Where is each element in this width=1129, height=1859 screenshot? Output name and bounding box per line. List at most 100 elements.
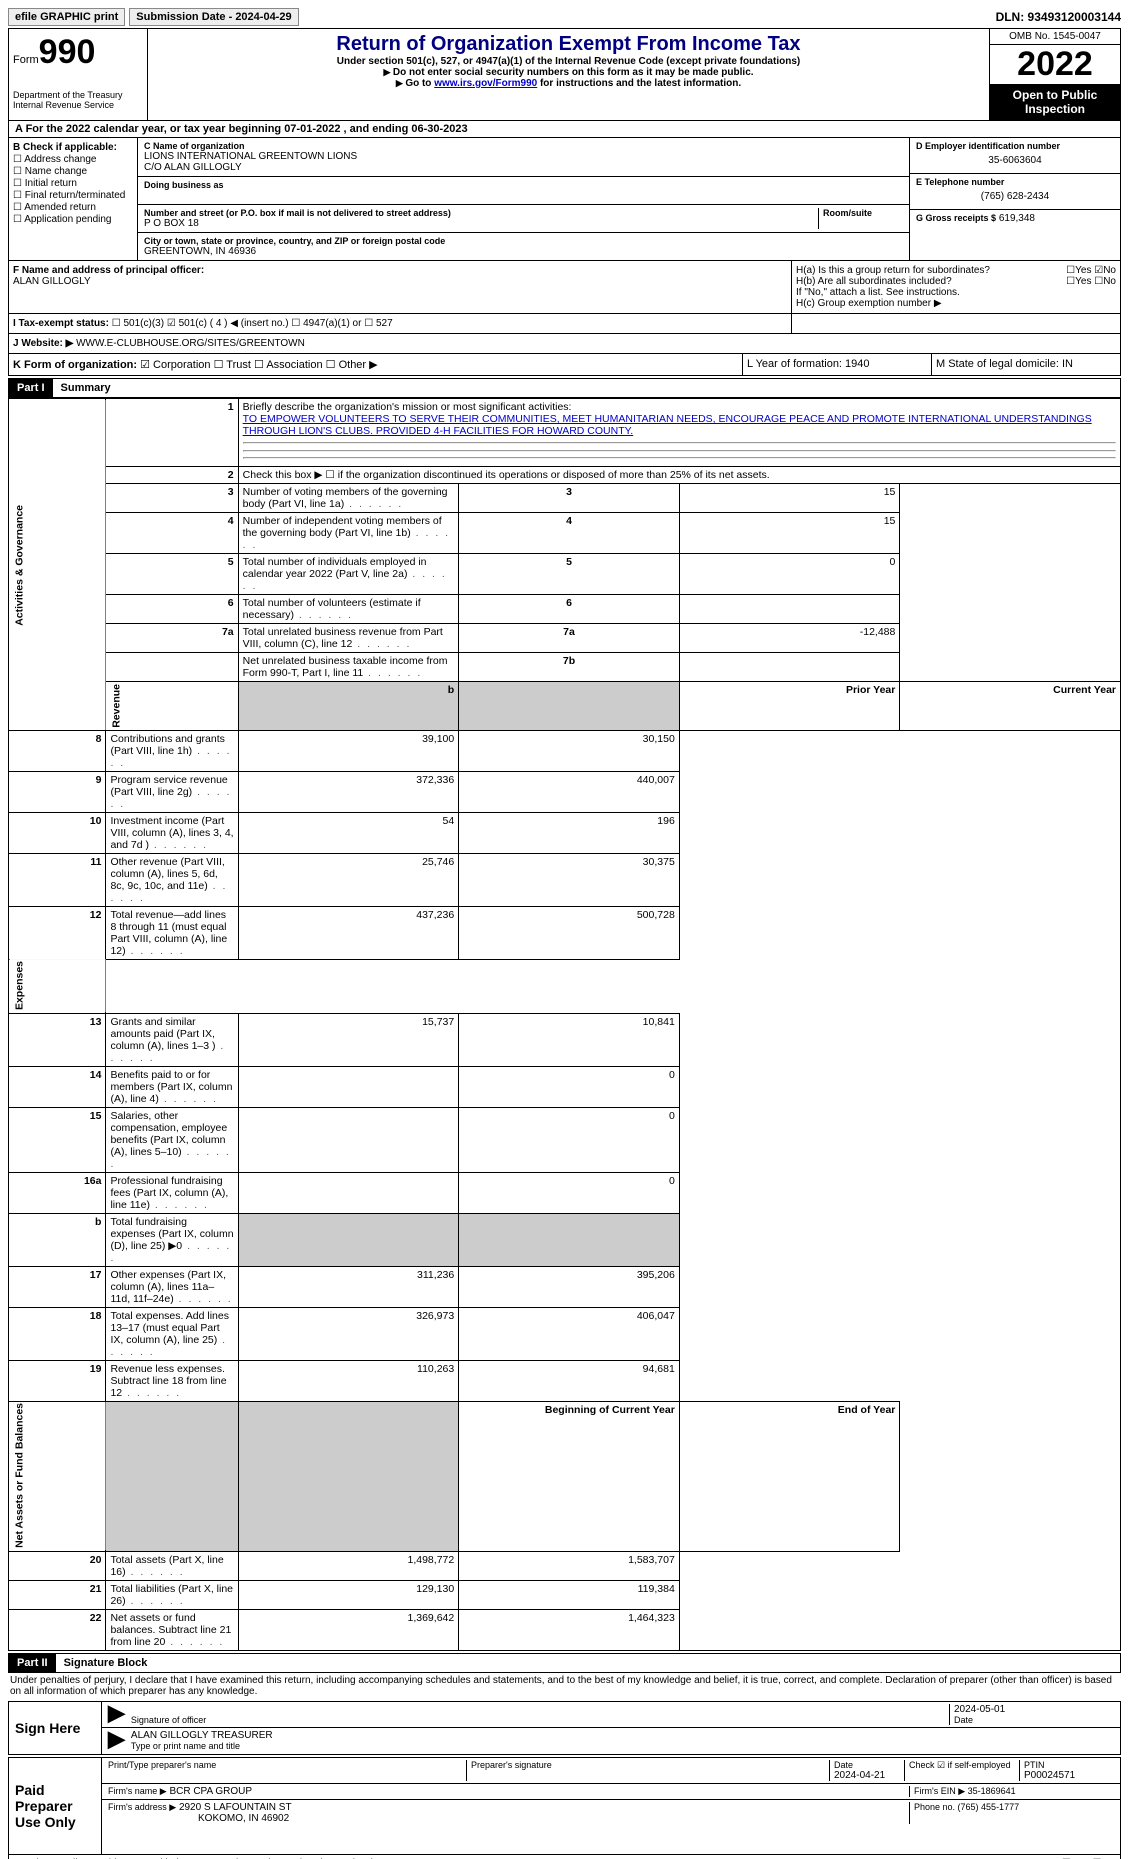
row-j: J Website: ▶ WWW.E-CLUBHOUSE.ORG/SITES/G… — [9, 334, 1120, 353]
opt-501c[interactable]: 501(c) ( 4 ) ◀ (insert no.) — [179, 318, 289, 329]
officer-name: ALAN GILLOGLY — [13, 276, 91, 287]
submission-date-button[interactable]: Submission Date - 2024-04-29 — [129, 8, 298, 26]
opt-4947[interactable]: 4947(a)(1) or — [303, 318, 361, 329]
part-1-bar: Part I Summary — [8, 378, 1121, 398]
ein-label: D Employer identification number — [916, 141, 1114, 151]
form-title: Return of Organization Exempt From Incom… — [152, 33, 985, 56]
line-11: 11Other revenue (Part VIII, column (A), … — [9, 853, 1121, 906]
line-7b: Net unrelated business taxable income fr… — [9, 653, 1121, 682]
firm-name: BCR CPA GROUP — [169, 1786, 252, 1797]
open-to-public: Open to Public Inspection — [990, 84, 1120, 120]
header-right-cell: OMB No. 1545-0047 2022 Open to Public In… — [989, 29, 1120, 120]
line-9: 9Program service revenue (Part VIII, lin… — [9, 771, 1121, 812]
website-label: J Website: ▶ — [13, 338, 73, 349]
perjury-statement: Under penalties of perjury, I declare th… — [8, 1673, 1121, 1699]
row-f: F Name and address of principal officer:… — [9, 261, 792, 313]
sign-arrow-icon-2: ▶ — [108, 1730, 131, 1751]
summary-table: Activities & Governance 1 Briefly descri… — [8, 398, 1121, 1651]
row-i: I Tax-exempt status: ☐ 501(c)(3) ☑ 501(c… — [9, 314, 792, 333]
telephone-value: (765) 628-2434 — [916, 187, 1114, 206]
hb-no[interactable]: No — [1103, 276, 1116, 287]
tax-year: 2022 — [990, 45, 1120, 84]
line-10: 10Investment income (Part VIII, column (… — [9, 812, 1121, 853]
opt-501c3[interactable]: 501(c)(3) — [123, 318, 164, 329]
room-label: Room/suite — [823, 208, 903, 218]
name-label: C Name of organization — [144, 141, 903, 151]
opt-association[interactable]: Association — [266, 359, 322, 371]
line-22: 22Net assets or fund balances. Subtract … — [9, 1609, 1121, 1650]
check-self-employed[interactable]: Check ☑ if self-employed — [904, 1760, 1019, 1781]
line-21: 21Total liabilities (Part X, line 26)129… — [9, 1580, 1121, 1609]
firm-phone: Phone no. (765) 455-1777 — [909, 1802, 1114, 1824]
officer-label: F Name and address of principal officer: — [13, 265, 204, 276]
check-application-pending[interactable]: Application pending — [13, 214, 133, 225]
subtitle-2: Do not enter social security numbers on … — [152, 67, 985, 78]
check-final-return[interactable]: Final return/terminated — [13, 190, 133, 201]
sign-here-section: Sign Here ▶ Signature of officer 2024-05… — [8, 1701, 1121, 1755]
dept-label: Department of the Treasury Internal Reve… — [13, 90, 143, 110]
firm-name-label: Firm's name ▶ — [108, 1786, 167, 1796]
line-b: bTotal fundraising expenses (Part IX, co… — [9, 1213, 1121, 1266]
line-5: 5Total number of individuals employed in… — [9, 554, 1121, 595]
check-address-change[interactable]: Address change — [13, 154, 133, 165]
ha-no[interactable]: No — [1103, 265, 1116, 276]
opt-527[interactable]: 527 — [376, 318, 393, 329]
hb-note: If "No," attach a list. See instructions… — [796, 287, 1116, 298]
check-initial-return[interactable]: Initial return — [13, 178, 133, 189]
check-amended[interactable]: Amended return — [13, 202, 133, 213]
care-of: C/O ALAN GILLOGLY — [144, 162, 903, 173]
line-6: 6Total number of volunteers (estimate if… — [9, 595, 1121, 624]
ptin-value: P00024571 — [1024, 1770, 1114, 1781]
line-7a: 7aTotal unrelated business revenue from … — [9, 624, 1121, 653]
date-label: Date — [954, 1715, 1114, 1725]
begin-year-header: Beginning of Current Year — [459, 1401, 680, 1551]
goto-suffix: for instructions and the latest informat… — [537, 78, 741, 89]
prep-date-label: Date — [834, 1760, 904, 1770]
tax-status-label: I Tax-exempt status: — [13, 318, 109, 329]
q1-label: Briefly describe the organization's miss… — [243, 401, 572, 413]
opt-trust[interactable]: Trust — [226, 359, 251, 371]
line-13: 13Grants and similar amounts paid (Part … — [9, 1013, 1121, 1066]
line-3: 3Number of voting members of the governi… — [9, 484, 1121, 513]
typed-label: Type or print name and title — [131, 1741, 1114, 1751]
website-value: WWW.E-CLUBHOUSE.ORG/SITES/GREENTOWN — [76, 338, 305, 349]
opt-other[interactable]: Other ▶ — [339, 359, 378, 371]
form-org-label: K Form of organization: — [13, 359, 137, 371]
form-number: 990 — [39, 33, 96, 71]
hc-label: H(c) Group exemption number ▶ — [796, 298, 1116, 309]
line-16a: 16aProfessional fundraising fees (Part I… — [9, 1172, 1121, 1213]
typed-name: ALAN GILLOGLY TREASURER — [131, 1730, 1114, 1741]
sign-here-label: Sign Here — [9, 1702, 102, 1754]
opt-corporation[interactable]: Corporation — [153, 359, 210, 371]
part-1-header: Part I — [9, 379, 53, 397]
goto-text: Go to — [405, 78, 434, 89]
line-18: 18Total expenses. Add lines 13–17 (must … — [9, 1307, 1121, 1360]
row-k: K Form of organization: ☑ Corporation ☐ … — [9, 354, 742, 375]
city-state-zip: GREENTOWN, IN 46936 — [144, 246, 903, 257]
gross-value: 619,348 — [999, 213, 1035, 224]
firm-addr-label: Firm's address ▶ — [108, 1802, 176, 1812]
col-b-label: B Check if applicable: — [13, 142, 133, 153]
subtitle-3: Go to www.irs.gov/Form990 for instructio… — [152, 78, 985, 89]
prep-sig-label: Preparer's signature — [471, 1760, 829, 1770]
dln-label: DLN: 93493120003144 — [996, 10, 1121, 24]
discuss-yesno[interactable]: ☑ Yes ☐ No — [1062, 1858, 1117, 1859]
prep-name-label: Print/Type preparer's name — [108, 1760, 466, 1770]
hb-yes[interactable]: Yes — [1075, 276, 1091, 287]
irs-link[interactable]: www.irs.gov/Form990 — [434, 78, 537, 89]
column-b: B Check if applicable: Address change Na… — [9, 138, 138, 260]
ptin-label: PTIN — [1024, 1760, 1114, 1770]
row-l: L Year of formation: 1940 — [742, 354, 931, 375]
end-year-header: End of Year — [679, 1401, 900, 1551]
sig-officer-label: Signature of officer — [131, 1715, 949, 1725]
check-name-change[interactable]: Name change — [13, 166, 133, 177]
q1-text: TO EMPOWER VOLUNTEERS TO SERVE THEIR COM… — [243, 413, 1092, 437]
ha-yes[interactable]: Yes — [1075, 265, 1091, 276]
part-2-header: Part II — [9, 1654, 56, 1672]
ha-label: H(a) Is this a group return for subordin… — [796, 265, 990, 276]
efile-print-button[interactable]: efile GRAPHIC print — [8, 8, 125, 26]
line-12: 12Total revenue—add lines 8 through 11 (… — [9, 906, 1121, 959]
side-revenue: Revenue — [106, 682, 238, 731]
part-2-bar: Part II Signature Block — [8, 1653, 1121, 1673]
line-8: 8Contributions and grants (Part VIII, li… — [9, 730, 1121, 771]
